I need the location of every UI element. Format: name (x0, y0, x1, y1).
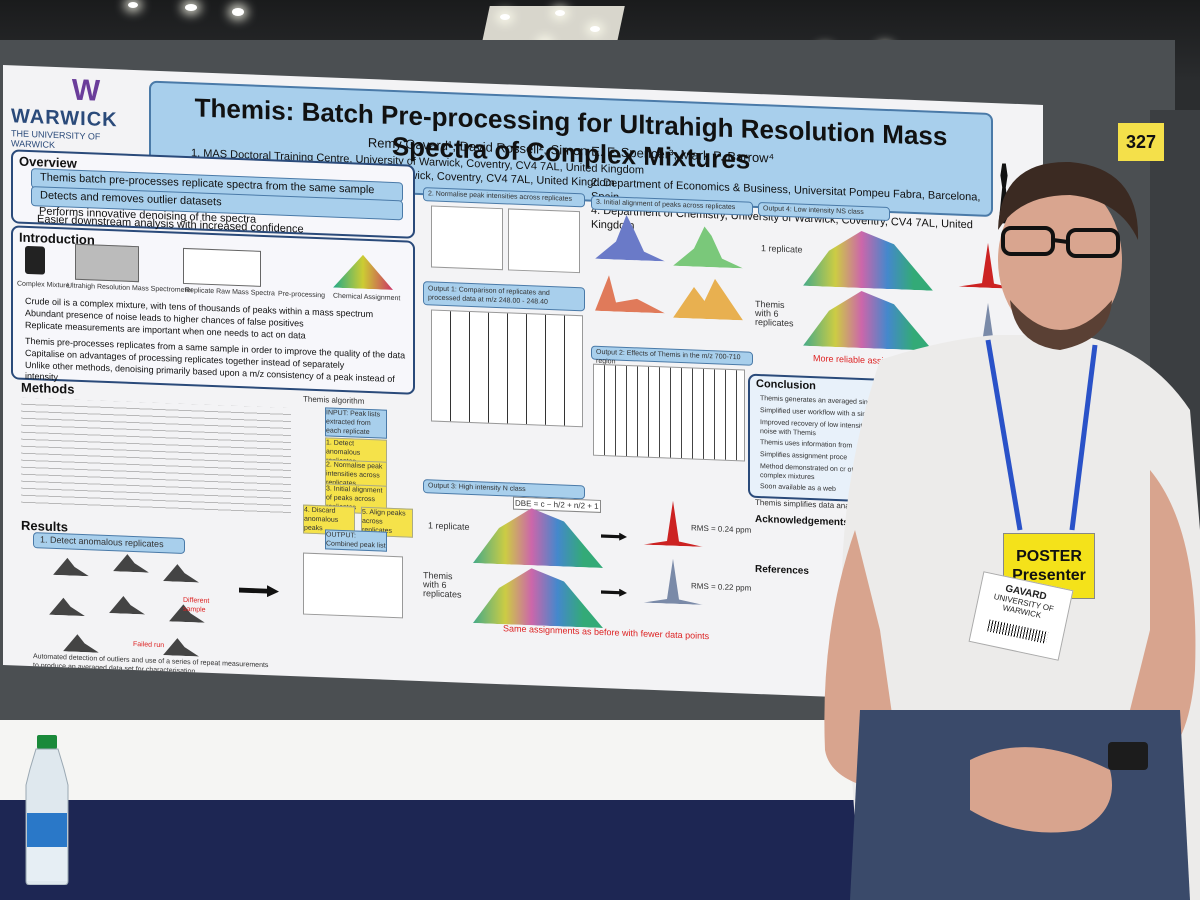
booth-number: 327 (1125, 131, 1157, 152)
ceiling-light (590, 26, 600, 32)
step3-label: 3. Initial alignment of peaks across rep… (596, 198, 736, 212)
right-arrow-icon (601, 588, 627, 597)
histogram (595, 214, 665, 262)
ceiling-light (232, 8, 244, 16)
histogram (673, 221, 743, 269)
output3-bar: Output 3: High intensity N class (423, 479, 585, 500)
output1-peaks-plot (431, 309, 583, 428)
algorithm-flowchart: INPUT: Peak lists extracted from each re… (303, 407, 413, 552)
spectrum-thumb (163, 559, 199, 582)
algorithm-title: Themis algorithm (303, 394, 365, 406)
results-step1-bar: 1. Detect anomalous replicates (33, 532, 185, 554)
introduction-section: Introduction Complex Mixture Ultrahigh R… (11, 225, 415, 395)
dbe-formula: DBE = c − h/2 + n/2 + 1 (513, 496, 601, 513)
step2-label: 2. Normalise peak intensities across rep… (428, 190, 572, 203)
booth-number-sign: 327 (1118, 123, 1164, 161)
histogram (595, 266, 665, 314)
barcode (987, 619, 1049, 644)
spectrum-thumb (49, 593, 85, 616)
spectrum-thumb (113, 549, 149, 572)
methods-heading: Methods (21, 379, 75, 397)
output1-bar: Output 1: Comparison of replicates and p… (423, 281, 585, 312)
n-class-stack-chart (473, 563, 603, 628)
themis-6-replicates-label: Themis with 6 replicates (755, 298, 794, 329)
rms-1: RMS = 0.24 ppm (691, 523, 752, 535)
right-arrow-icon (239, 584, 279, 598)
warwick-w-icon: W (71, 73, 101, 108)
ceiling-light (555, 10, 565, 16)
flow-label: Chemical Assignment (333, 292, 401, 303)
right-arrow-icon (601, 532, 627, 541)
one-replicate-label: 1 replicate (428, 520, 470, 532)
warwick-logo: W WARWICK THE UNIVERSITY OF WARWICK (11, 71, 139, 156)
algorithm-step: INPUT: Peak lists extracted from each re… (325, 407, 387, 439)
flow-label: Ultrahigh Resolution Mass Spectrometer (67, 282, 193, 295)
outlier-distance-plot (303, 552, 403, 619)
ceiling-light (128, 2, 138, 8)
presenter-person (824, 161, 1200, 900)
conclusion-heading: Conclusion (756, 377, 816, 393)
output3-label: Output 3: High intensity N class (428, 482, 526, 494)
n-class-stack-chart (473, 503, 603, 568)
output2-spectra (593, 363, 745, 462)
different-sample-label: Different sample (183, 596, 210, 614)
assignment-chart-icon (333, 254, 393, 290)
histogram (673, 273, 743, 321)
results-step1: 1. Detect anomalous replicates (40, 534, 164, 550)
raw-spectra-icon (183, 247, 261, 287)
badge-line1: POSTER (1016, 548, 1082, 565)
qq-plot-before (431, 205, 503, 271)
mass-spectrometer-icon (75, 243, 139, 283)
themis-6-replicates-label: Themis with 6 replicates (423, 570, 462, 600)
anomaly-detection-figure: Different sample Failed run (43, 553, 233, 660)
badge-line2: Presenter (1012, 567, 1086, 584)
failed-run-label: Failed run (133, 640, 165, 650)
flow-label: Pre-processing (278, 290, 326, 300)
ceiling-light (185, 4, 197, 11)
table-skirt (0, 800, 880, 900)
output2-bar: Output 2: Effects of Themis in the m/z 7… (591, 345, 753, 366)
algorithm-step: OUTPUT: Combined peak list (325, 529, 387, 552)
rms-2: RMS = 0.22 ppm (691, 581, 752, 593)
spectrum-thumb (109, 591, 145, 614)
alignment-histograms (595, 214, 745, 320)
methods-text-block (21, 397, 291, 519)
spectrum-thumb (53, 553, 89, 576)
references-heading: References (755, 563, 809, 577)
ceiling-light (500, 14, 510, 20)
spectrum-thumb (63, 629, 99, 652)
same-assignments-note: Same assignments as before with fewer da… (503, 623, 710, 642)
flow-label: Complex Mixture (17, 280, 70, 290)
qq-plot-after (508, 208, 580, 274)
spectrum-thumb (163, 633, 199, 656)
output1-label: Output 1: Comparison of replicates and p… (428, 285, 550, 306)
water-bottle (25, 735, 69, 885)
flow-label: Replicate Raw Mass Spectra (185, 286, 275, 298)
one-replicate-label: 1 replicate (761, 243, 803, 255)
crude-oil-barrel-icon (25, 245, 45, 275)
